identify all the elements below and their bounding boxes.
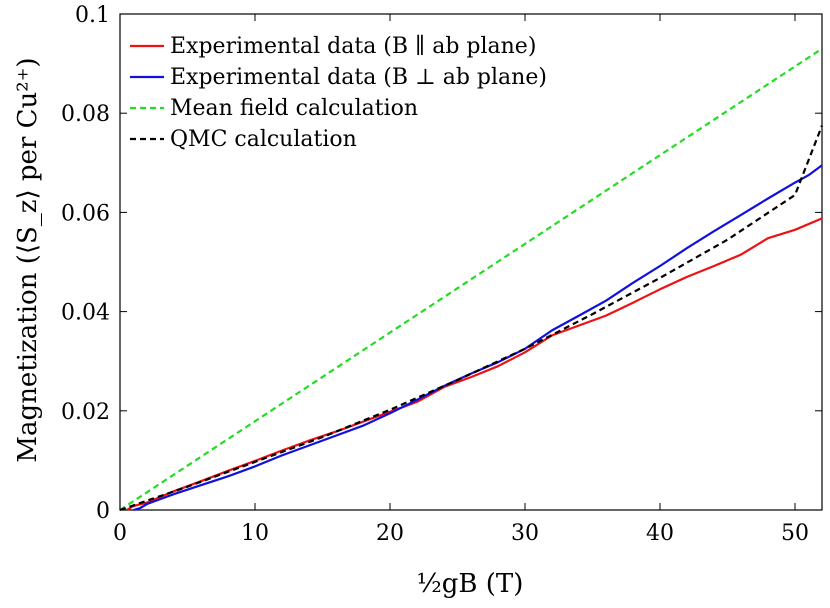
- legend-label-1: Experimental data (B ∥ ab plane): [170, 34, 536, 59]
- y-tick-label: 0.08: [61, 102, 110, 127]
- series-line-4: [119, 125, 824, 512]
- legend-label-2: Experimental data (B ⊥ ab plane): [170, 65, 547, 90]
- y-tick-label: 0: [96, 499, 110, 524]
- y-tick-label: 0.02: [61, 400, 110, 425]
- series-layer: [119, 47, 824, 512]
- y-tick-label: 0.04: [61, 301, 110, 326]
- y-tick-label: 0.06: [61, 201, 110, 226]
- x-tick-label: 40: [646, 521, 674, 546]
- plot-frame: [119, 13, 823, 511]
- legend-label-4: QMC calculation: [170, 127, 357, 152]
- ticks-layer: 0 10 20 30 40 50 0 0.02 0.04 0.06 0.08 0.1: [61, 3, 822, 546]
- legend-label-3: Mean field calculation: [170, 96, 418, 121]
- plot-area-border: [119, 13, 823, 511]
- y-tick-label: 0.1: [75, 3, 110, 28]
- legend: Experimental data (B ∥ ab plane) Experime…: [130, 34, 547, 152]
- x-tick-label: 0: [113, 521, 127, 546]
- x-tick-label: 10: [241, 521, 269, 546]
- x-tick-label: 30: [511, 521, 539, 546]
- x-tick-label: 50: [781, 521, 809, 546]
- y-axis-label: Magnetization (⟨S_z⟩ per Cu²⁺): [13, 57, 43, 462]
- x-tick-label: 20: [376, 521, 404, 546]
- x-axis-label: ½gB (T): [417, 569, 524, 599]
- series-line-3: [119, 47, 823, 511]
- series-line-1: [126, 217, 823, 511]
- series-line-2: [133, 164, 823, 512]
